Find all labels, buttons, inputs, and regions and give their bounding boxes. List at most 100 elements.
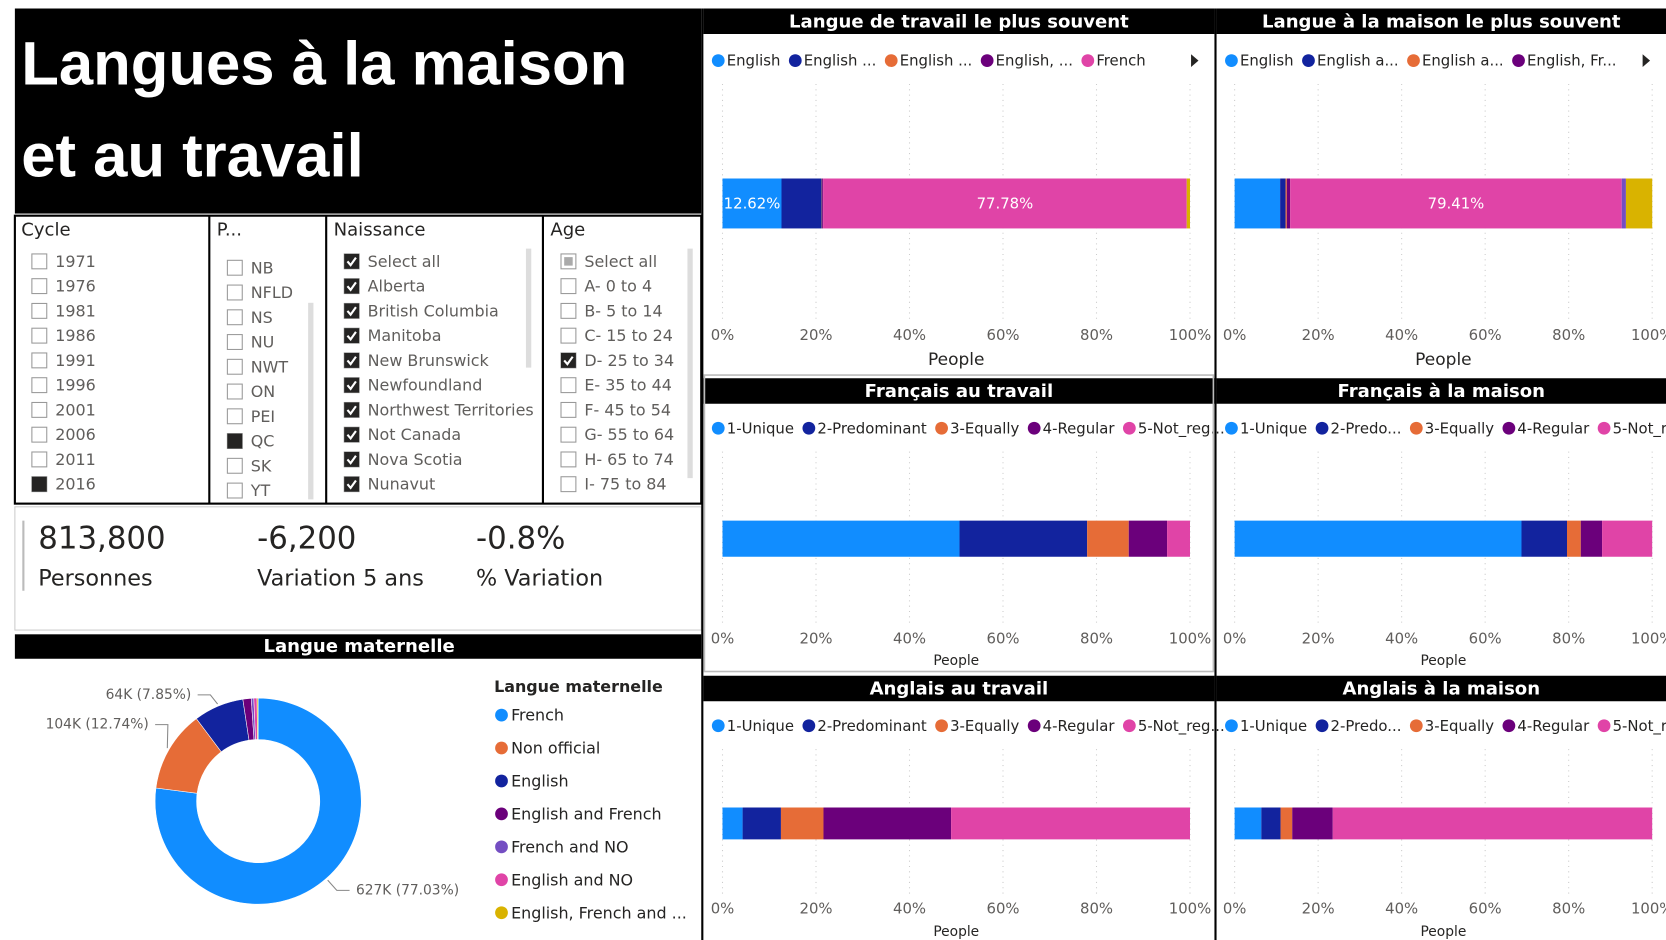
- slicer-item[interactable]: SK: [251, 456, 272, 475]
- checkbox[interactable]: [226, 259, 243, 276]
- slicer-item[interactable]: Nunavut: [368, 475, 436, 494]
- checkbox[interactable]: [226, 358, 243, 375]
- checkbox[interactable]: [31, 253, 48, 270]
- slicer-item[interactable]: 1971: [55, 252, 96, 271]
- slicer-item[interactable]: G- 55 to 64: [584, 425, 674, 444]
- slicer-item[interactable]: I- 75 to 84: [584, 475, 666, 494]
- data-label: 627K (77.03%): [356, 882, 459, 898]
- bar-segment: [959, 520, 1088, 557]
- slicer-item[interactable]: British Columbia: [368, 301, 499, 320]
- checkbox[interactable]: [226, 383, 243, 400]
- slicer-item[interactable]: Select all: [368, 252, 441, 271]
- slicer-item[interactable]: 2006: [55, 425, 96, 444]
- x-tick-label: 100%: [1631, 630, 1666, 648]
- x-tick-label: 80%: [1552, 326, 1585, 344]
- legend-label: English: [1240, 52, 1294, 70]
- slicer-item[interactable]: NFLD: [251, 283, 293, 302]
- slicer-item[interactable]: NU: [251, 333, 275, 352]
- legend-label: French and NO: [511, 837, 628, 856]
- bar-segment: [823, 807, 952, 840]
- slicer-item[interactable]: 1991: [55, 351, 96, 370]
- checkbox[interactable]: [31, 327, 48, 344]
- slicer-item[interactable]: Nova Scotia: [368, 450, 463, 469]
- bar-segment: [1280, 178, 1286, 229]
- x-tick-label: 60%: [1469, 326, 1502, 344]
- kpi-label: % Variation: [476, 566, 603, 592]
- checkbox[interactable]: [226, 309, 243, 326]
- slicer-item[interactable]: NWT: [251, 357, 289, 376]
- checkbox[interactable]: [31, 426, 48, 443]
- checkbox[interactable]: [560, 451, 577, 468]
- checkbox[interactable]: [226, 457, 243, 474]
- checkbox[interactable]: [226, 482, 243, 499]
- checkbox[interactable]: [226, 334, 243, 350]
- slicer-item[interactable]: Northwest Territories: [368, 400, 534, 419]
- legend-scroll[interactable]: [1642, 54, 1651, 67]
- slicer-item[interactable]: QC: [251, 432, 275, 451]
- checkbox[interactable]: [560, 327, 577, 344]
- kpi-value: -6,200: [257, 520, 356, 556]
- slicer-item[interactable]: E- 35 to 44: [584, 376, 672, 395]
- panel-header: [1216, 378, 1666, 404]
- slicer-item[interactable]: 1981: [55, 301, 96, 320]
- legend-label: English, French and ...: [511, 903, 687, 922]
- x-tick-label: 20%: [799, 900, 832, 918]
- legend-label: 4-Regular: [1043, 717, 1116, 735]
- checkbox[interactable]: [560, 278, 577, 295]
- legend-scroll[interactable]: [1191, 54, 1199, 67]
- bar-segment: [1186, 178, 1190, 229]
- checkbox[interactable]: [560, 426, 577, 443]
- data-label: 79.41%: [1428, 195, 1485, 213]
- slicer-item[interactable]: A- 0 to 4: [584, 277, 652, 296]
- checkbox[interactable]: [226, 408, 243, 425]
- checkbox[interactable]: [31, 401, 48, 418]
- checkbox[interactable]: [226, 284, 243, 301]
- x-tick-label: 60%: [986, 630, 1019, 648]
- legend-label: 4-Regular: [1517, 419, 1590, 437]
- checkbox[interactable]: [560, 302, 577, 319]
- slicer-item[interactable]: NS: [251, 308, 273, 327]
- slicer-item[interactable]: Newfoundland: [368, 376, 483, 395]
- slicer-item[interactable]: ON: [251, 382, 275, 401]
- slicer-item[interactable]: NB: [251, 258, 274, 277]
- slicer-item[interactable]: 1976: [55, 277, 96, 296]
- bar-segment: [1280, 807, 1293, 840]
- bar-segment: [1234, 520, 1522, 557]
- slicer-item[interactable]: 1986: [55, 326, 96, 345]
- checkbox[interactable]: [31, 377, 48, 394]
- legend-marker: [495, 807, 508, 821]
- slicer-item[interactable]: 1996: [55, 376, 96, 395]
- slicer-item[interactable]: Not Canada: [368, 425, 462, 444]
- checkmark: [346, 257, 357, 267]
- x-tick-label: 40%: [1385, 630, 1418, 648]
- slicer-item[interactable]: Select all: [584, 252, 657, 271]
- slicer-item[interactable]: H- 65 to 74: [584, 450, 673, 469]
- legend-label: 1-Unique: [1240, 419, 1307, 437]
- checkbox[interactable]: [560, 377, 577, 394]
- x-tick-label: 0%: [711, 900, 735, 918]
- legend-marker: [935, 421, 948, 435]
- slicer-item[interactable]: 2011: [55, 450, 96, 469]
- slicer-item[interactable]: D- 25 to 34: [584, 351, 674, 370]
- slicer-item[interactable]: PEI: [251, 407, 275, 426]
- bar-segment: [823, 178, 1187, 229]
- slicer-item[interactable]: New Brunswick: [368, 351, 490, 370]
- checkbox[interactable]: [31, 278, 48, 295]
- slicer-item[interactable]: 2016: [55, 475, 96, 494]
- slicer-item[interactable]: C- 15 to 24: [584, 326, 673, 345]
- bar-segment: [1286, 178, 1291, 229]
- slicer-item[interactable]: 2001: [55, 400, 96, 419]
- slicer-item[interactable]: Manitoba: [368, 326, 442, 345]
- slicer-item[interactable]: B- 5 to 14: [584, 301, 662, 320]
- chart-title: Langue à la maison le plus souvent: [1262, 11, 1621, 32]
- slicer-item[interactable]: F- 45 to 54: [584, 400, 671, 419]
- leader-line: [155, 724, 169, 749]
- checkbox[interactable]: [560, 476, 577, 493]
- x-tick-label: 100%: [1169, 326, 1211, 344]
- checkbox[interactable]: [31, 451, 48, 468]
- slicer-item[interactable]: YT: [250, 481, 271, 500]
- checkbox[interactable]: [560, 401, 577, 418]
- checkbox[interactable]: [31, 302, 48, 319]
- slicer-item[interactable]: Alberta: [368, 277, 426, 296]
- checkbox[interactable]: [31, 352, 48, 369]
